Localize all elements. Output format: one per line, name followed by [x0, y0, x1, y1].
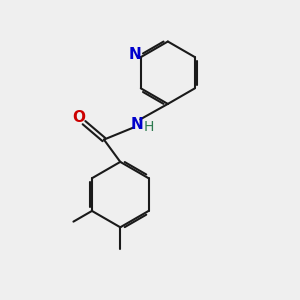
Text: N: N [130, 117, 143, 132]
Text: O: O [72, 110, 85, 125]
Text: H: H [144, 120, 154, 134]
Text: N: N [128, 47, 141, 62]
